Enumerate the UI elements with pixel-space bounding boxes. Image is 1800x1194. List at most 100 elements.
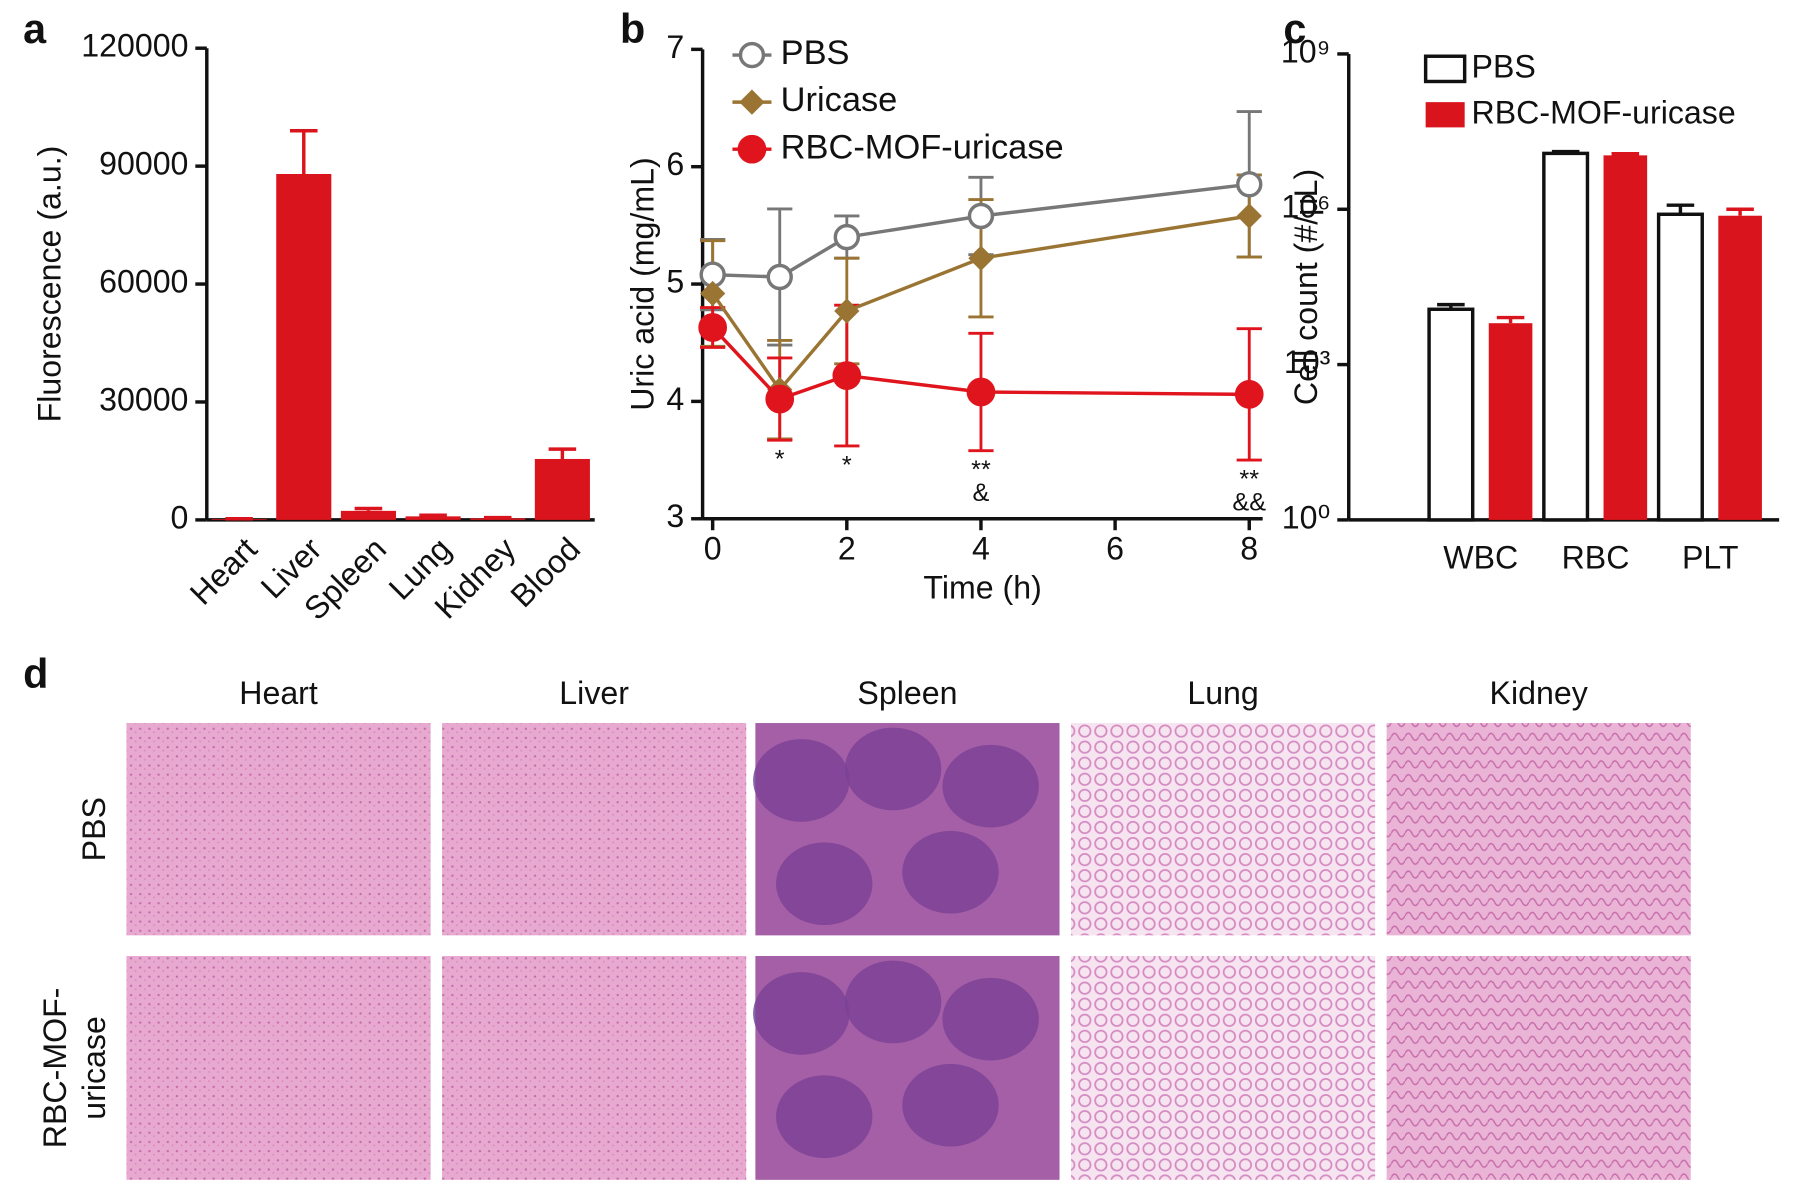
x-tick-label: Heart [183,531,264,612]
bar [1718,215,1762,520]
x-tick-label: 4 [972,530,990,566]
y-axis-label: Cell count (#/μL) [1288,169,1324,405]
y-tick-label: 30000 [99,381,188,417]
bar [1488,323,1533,520]
column-header: Spleen [857,675,957,711]
marker [833,223,861,251]
legend-label: Uricase [781,81,898,119]
marker [1236,171,1263,198]
white-pulp [942,977,1039,1061]
histology-image [1071,723,1376,936]
marker [1236,203,1262,229]
panel-label: a [23,6,47,52]
legend-swatch [1423,54,1467,84]
x-tick-label: 6 [1106,530,1124,566]
white-pulp [844,960,942,1044]
x-tick-label: 2 [838,530,856,566]
annotation: ** [971,456,991,484]
y-tick-label: 7 [666,29,684,65]
annotation: & [973,479,990,507]
white-pulp [753,972,850,1055]
bar [534,458,590,520]
red-pulp [755,956,1060,1180]
legend-label: PBS [781,34,850,72]
y-tick-label: 6 [666,146,684,182]
y-axis-label: Fluorescence (a.u.) [31,146,67,423]
x-tick-label: 0 [704,530,722,566]
y-tick-label: 10⁹ [1281,33,1331,69]
legend-label: PBS [1472,48,1536,84]
bar [1656,212,1704,522]
histology-image [442,723,747,936]
panel-label: b [620,6,645,52]
x-tick-label: WBC [1443,540,1518,576]
white-pulp [753,739,850,822]
y-tick-label: 5 [666,264,684,300]
bar [1427,307,1475,522]
bar [1603,155,1648,520]
bar [1542,151,1590,522]
annotation: * [775,445,785,473]
panel-label: c [1283,6,1306,52]
white-pulp [776,842,873,926]
row-label: uricase [76,1016,112,1120]
x-tick-label: RBC [1562,540,1630,576]
row-label: RBC-MOF- [37,988,73,1149]
histology-image [126,723,431,936]
white-pulp [942,744,1039,828]
marker [967,202,995,230]
marker [832,361,862,390]
bar [276,173,332,520]
y-tick-label: 10³ [1284,344,1331,380]
marker [766,263,793,291]
legend-label: RBC-MOF-uricase [1472,94,1736,130]
legend-label: RBC-MOF-uricase [781,128,1064,166]
bar [340,510,396,520]
marker [698,313,728,342]
y-tick-label: 120000 [81,28,188,64]
column-header: Lung [1187,675,1258,711]
legend-marker [737,134,767,164]
y-tick-label: 90000 [99,146,188,182]
x-tick-label: Blood [504,531,588,615]
white-pulp [902,830,999,914]
white-pulp [902,1063,999,1147]
marker [1234,380,1264,409]
y-tick-label: 10⁰ [1282,499,1331,535]
histology-image [1386,723,1691,936]
y-tick-label: 3 [666,498,684,534]
x-tick-label: PLT [1682,540,1739,576]
histology-image [442,956,747,1180]
annotation: && [1232,488,1266,516]
row-label: PBS [76,797,112,861]
x-axis-label: Time (h) [923,569,1041,605]
column-header: Heart [239,675,318,711]
marker [834,298,860,324]
histology-image [1071,956,1376,1180]
histology-image [1386,956,1691,1180]
white-pulp [776,1075,873,1159]
y-tick-label: 0 [171,499,189,535]
marker [968,245,994,271]
marker [765,384,795,414]
histology-image [126,956,431,1180]
annotation: ** [1239,465,1259,493]
y-tick-label: 4 [666,381,684,417]
y-tick-label: 10⁶ [1281,189,1330,225]
y-axis-label: Uric acid (mg/mL) [625,157,661,410]
x-tick-label: 8 [1240,530,1258,566]
marker [966,377,996,407]
y-tick-label: 60000 [99,264,188,300]
column-header: Liver [559,675,629,711]
bar [470,518,526,520]
bar [211,519,267,520]
legend-marker [739,89,765,115]
legend-swatch [1425,102,1465,128]
column-header: Kidney [1490,675,1588,711]
legend-marker [738,41,766,69]
panel-label: d [23,651,48,697]
red-pulp [755,723,1060,936]
white-pulp [844,727,942,811]
annotation: * [842,451,852,479]
